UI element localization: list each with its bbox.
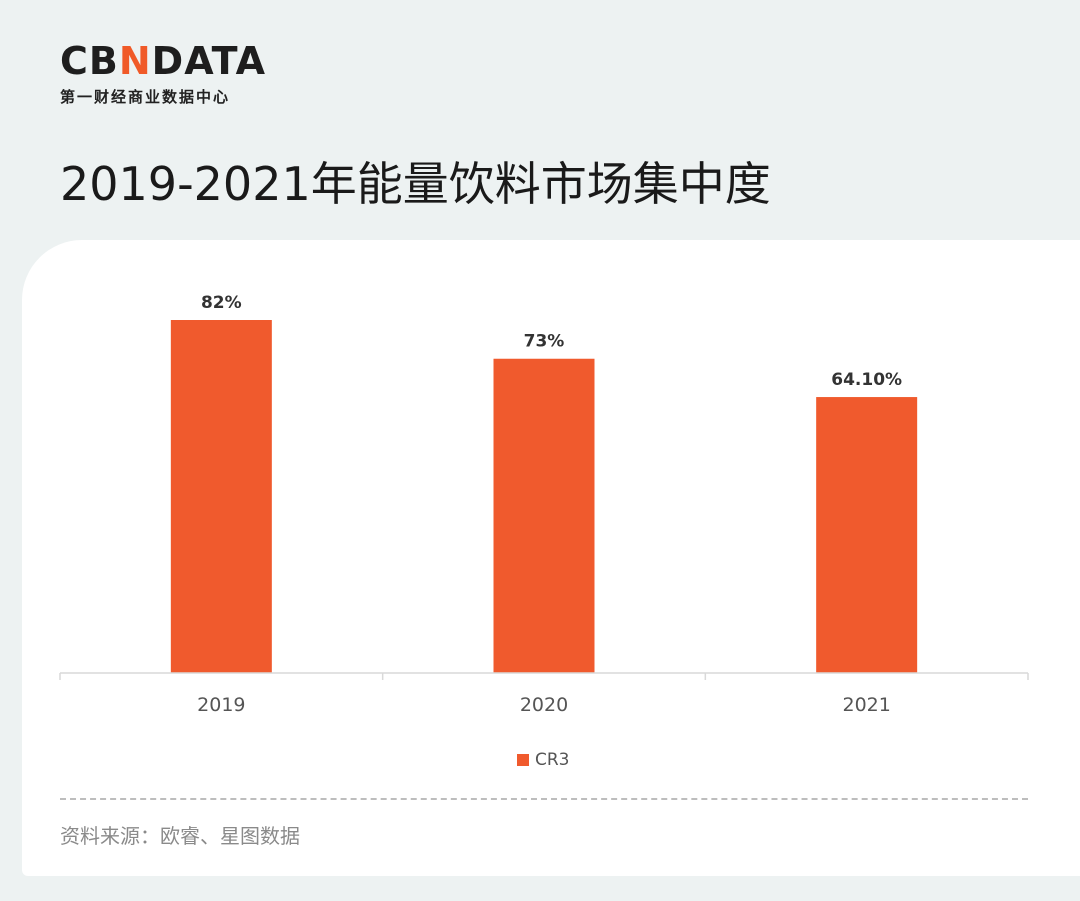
divider bbox=[60, 798, 1028, 800]
logo-suffix: DATA bbox=[151, 39, 267, 83]
page-title: 2019-2021年能量饮料市场集中度 bbox=[60, 157, 771, 211]
brand-logo: CBNDATA 第一财经商业数据中心 bbox=[60, 40, 266, 107]
bar-chart: 82% 73% 64.10% 2019 2020 2021 bbox=[59, 293, 1029, 716]
bar-2019 bbox=[170, 320, 272, 673]
bar-2021 bbox=[816, 397, 918, 673]
logo-accent: N bbox=[118, 39, 152, 83]
x-tick-label-2020: 2020 bbox=[520, 694, 568, 716]
source-note: 资料来源：欧睿、星图数据 bbox=[60, 824, 300, 848]
chart-card: 82% 73% 64.10% 2019 2020 2021 CR3 资料来源：欧睿、星图… bbox=[22, 240, 1080, 876]
legend: CR3 bbox=[517, 750, 570, 770]
data-label-2021: 64.10% bbox=[831, 370, 902, 390]
logo-prefix: CB bbox=[60, 39, 119, 83]
data-label-2020: 73% bbox=[524, 332, 565, 352]
legend-swatch bbox=[517, 754, 529, 766]
x-tick-label-2021: 2021 bbox=[842, 694, 890, 716]
logo-tagline: 第一财经商业数据中心 bbox=[60, 88, 231, 106]
legend-label: CR3 bbox=[535, 750, 570, 770]
data-label-2019: 82% bbox=[201, 293, 242, 313]
logo-wordmark: CBNDATA bbox=[60, 40, 266, 82]
x-tick-label-2019: 2019 bbox=[197, 694, 245, 716]
bar-2020 bbox=[493, 358, 595, 673]
